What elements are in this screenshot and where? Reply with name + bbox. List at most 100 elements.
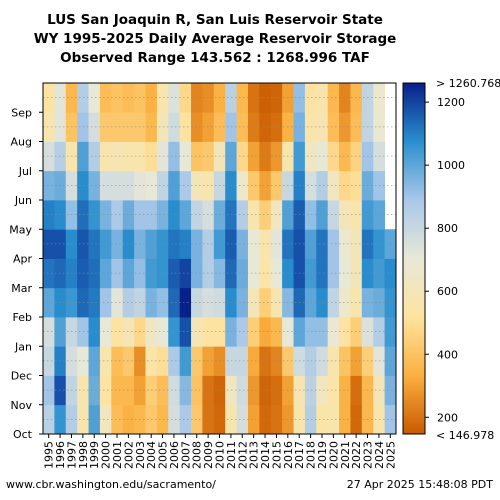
heatmap-cell (88, 112, 101, 142)
heatmap-cell (191, 375, 203, 406)
chart-title-line-3: Observed Range 143.562 : 1268.996 TAF (60, 50, 370, 66)
heatmap-cell (327, 112, 340, 142)
heatmap-cell (247, 83, 260, 113)
colorbar-top-label: > 1260.768 (436, 77, 500, 90)
heatmap-cell (339, 200, 351, 230)
heatmap-cell (270, 287, 283, 318)
heatmap-cell (304, 141, 317, 172)
x-tick-label: 2022 (350, 441, 363, 469)
heatmap-cell (168, 141, 181, 172)
heatmap-cell (304, 83, 317, 113)
heatmap-cell (304, 258, 317, 289)
colorbar-tick-label: 400 (437, 348, 458, 361)
heatmap-cell (316, 404, 329, 435)
heatmap-cell (304, 112, 317, 142)
heatmap-cell (122, 170, 135, 201)
heatmap-cell (122, 317, 135, 347)
heatmap-cell (191, 141, 203, 172)
x-tick-label: 2008 (191, 441, 204, 469)
heatmap-cell (236, 112, 249, 142)
y-tick-label: Jan (14, 340, 32, 353)
heatmap-cell (43, 83, 55, 113)
heatmap-cell (270, 317, 283, 347)
heatmap-cell (122, 375, 135, 406)
heatmap-cell (99, 404, 112, 435)
heatmap-cell (270, 141, 283, 172)
heatmap-cell (88, 258, 101, 289)
heatmap-cell (316, 83, 329, 113)
heatmap-cell (247, 141, 260, 172)
heatmap-cell (88, 170, 101, 201)
heatmap-cell (236, 83, 249, 113)
x-tick-label: 2010 (214, 441, 227, 469)
heatmap-cell (99, 287, 112, 318)
heatmap-cell (327, 141, 340, 172)
heatmap-cell (168, 258, 181, 289)
heatmap-cell (43, 200, 55, 230)
colorbar-tick-label: 1000 (437, 159, 465, 172)
heatmap-cell (88, 404, 101, 435)
colorbar-legend: > 1260.768 < 146.978 200 400 600 800 1000 120… (402, 77, 500, 442)
y-tick-label: Apr (13, 253, 33, 266)
heatmap-cell (99, 141, 112, 172)
y-axis-month-labels: Oct Nov Dec Jan Feb Mar Apr May Jun Jul Aug Sep (9, 106, 43, 441)
heatmap-cell (191, 317, 203, 347)
heatmap-cell (43, 346, 55, 376)
heatmap-cell (384, 258, 397, 289)
colorbar-tick-label: 800 (437, 222, 458, 235)
heatmap-cell (88, 287, 101, 318)
heatmap-cell (179, 287, 192, 318)
heatmap-cell (236, 258, 249, 289)
heatmap-cell (327, 200, 340, 230)
heatmap-cell (236, 287, 249, 318)
colorbar-ticks: 200 400 600 800 1000 1200 (425, 96, 465, 424)
x-tick-label: 2020 (327, 441, 340, 469)
heatmap-cell (247, 317, 260, 347)
heatmap-cell (327, 375, 340, 406)
heatmap-cells (43, 83, 397, 435)
heatmap-cell (179, 83, 192, 113)
x-tick-label: 2002 (122, 441, 135, 469)
heatmap-cell (88, 229, 101, 259)
heatmap-cell (339, 229, 351, 259)
heatmap-cell (236, 404, 249, 435)
heatmap-cell (259, 229, 272, 259)
heatmap-cell (270, 375, 283, 406)
x-tick-label: 2017 (293, 441, 306, 469)
heatmap-cell (122, 346, 135, 376)
heatmap-cell (316, 375, 329, 406)
heatmap-cell (156, 317, 169, 347)
heatmap-cell (327, 346, 340, 376)
heatmap-cell (259, 200, 272, 230)
heatmap-cell (327, 287, 340, 318)
heatmap-chart: Oct Nov Dec Jan Feb Mar Apr May Jun Jul Aug Sep 199… (9, 77, 500, 469)
heatmap-cell (316, 258, 329, 289)
heatmap-cell (384, 404, 397, 435)
x-tick-label: 1995 (43, 441, 56, 469)
heatmap-cell (179, 170, 192, 201)
heatmap-cell (179, 229, 192, 259)
heatmap-cell (247, 229, 260, 259)
heatmap-cell (339, 404, 351, 435)
heatmap-cell (156, 141, 169, 172)
heatmap-cell (156, 346, 169, 376)
heatmap-cell (259, 83, 272, 113)
heatmap-cell (236, 229, 249, 259)
heatmap-cell (259, 112, 272, 142)
heatmap-cell (384, 375, 397, 406)
heatmap-cell (179, 375, 192, 406)
heatmap-cell (384, 346, 397, 376)
heatmap-cell (304, 317, 317, 347)
heatmap-cell (339, 346, 351, 376)
heatmap-cell (179, 141, 192, 172)
heatmap-cell (43, 258, 55, 289)
x-tick-label: 2000 (100, 441, 113, 469)
heatmap-cell (339, 170, 351, 201)
heatmap-cell (247, 346, 260, 376)
heatmap-cell (247, 375, 260, 406)
y-tick-label: Dec (11, 370, 32, 383)
colorbar-tick-label: 1200 (437, 96, 465, 109)
heatmap-cell (99, 229, 112, 259)
x-tick-label: 2024 (373, 441, 386, 469)
heatmap-cell (259, 404, 272, 435)
